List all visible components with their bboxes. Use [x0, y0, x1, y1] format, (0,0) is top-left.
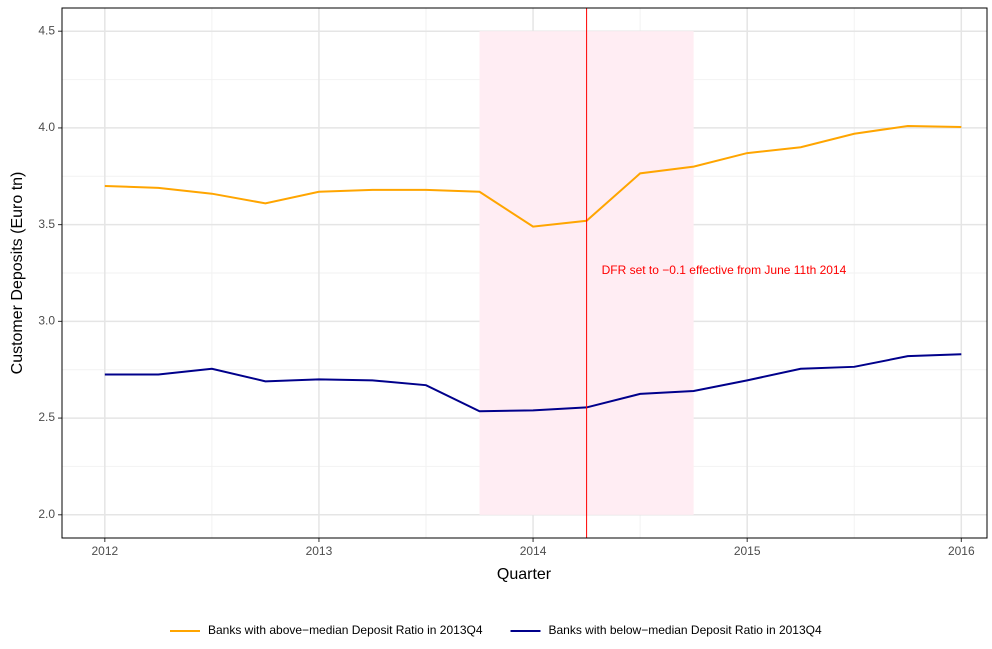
plot-border: [61, 7, 988, 539]
x-tick-label: 2016: [948, 544, 975, 558]
y-tick-label: 2.5: [38, 410, 55, 424]
legend-label: Banks with above−median Deposit Ratio in…: [208, 623, 483, 637]
y-tick-label: 3.0: [38, 314, 55, 328]
y-tick-label: 3.5: [38, 217, 55, 231]
y-tick-label: 2.0: [38, 507, 55, 521]
legend-label: Banks with below−median Deposit Ratio in…: [549, 623, 822, 637]
y-axis-title: Customer Deposits (Euro tn): [9, 172, 26, 375]
x-tick-label: 2015: [734, 544, 761, 558]
x-axis-title: Quarter: [497, 566, 552, 583]
data-line: [104, 124, 962, 228]
x-tick-label: 2014: [520, 544, 547, 558]
x-tick-label: 2013: [306, 544, 333, 558]
annotation: DFR set to −0.1 effective from June 11th…: [602, 263, 847, 277]
y-tick-label: 4.5: [38, 23, 55, 37]
data-line: [104, 353, 962, 413]
y-tick-label: 4.0: [38, 120, 55, 134]
x-tick-label: 2012: [91, 544, 118, 558]
